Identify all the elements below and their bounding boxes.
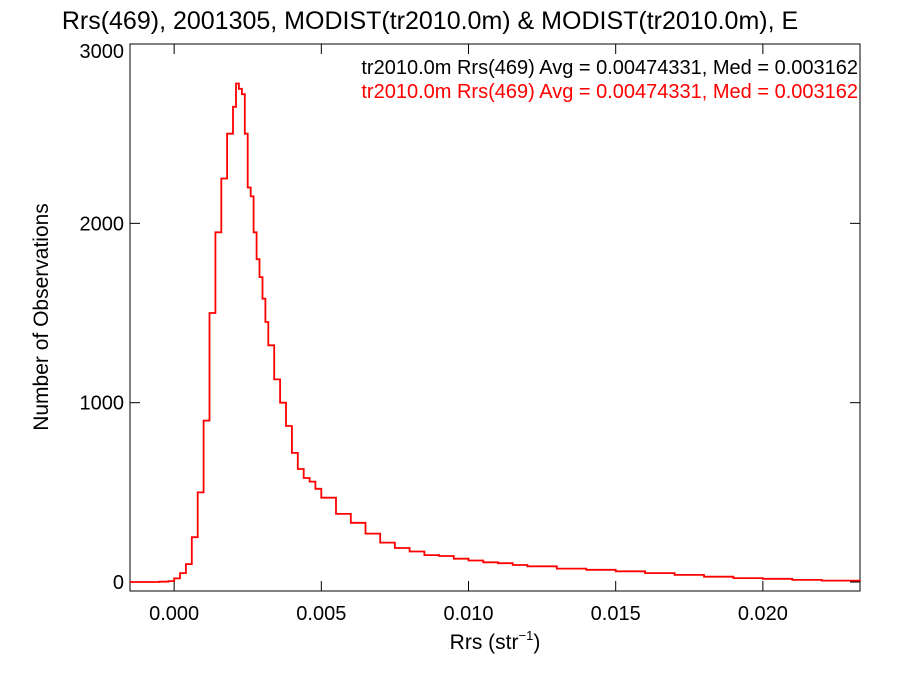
series-line-rrs469 [130,82,861,583]
y-axis-title: Number of Observations [30,203,53,431]
x-tick-label: 0.000 [149,603,199,625]
x-tick-label: 0.020 [738,603,788,625]
y-tick-label: 2000 [80,213,125,235]
y-tick-label: 1000 [80,393,125,415]
x-axis-ticks: 0.000 0.005 0.010 0.015 0.020 [149,44,788,625]
plot-frame [129,43,861,592]
x-tick-label: 0.015 [591,603,641,625]
x-axis-title-superscript: −1 [519,628,534,643]
x-tick-label: 0.010 [443,603,493,625]
x-axis-title-end: ) [533,631,540,654]
y-tick-label: 3000 [80,41,125,63]
legend-entry-red: tr2010.0m Rrs(469) Avg = 0.00474331, Med… [361,81,858,103]
x-axis-title-main: Rrs (str [450,631,519,654]
y-tick-label: 0 [113,572,124,594]
legend-entry-black: tr2010.0m Rrs(469) Avg = 0.00474331, Med… [361,57,858,79]
x-axis-title: Rrs (str−1) [450,628,541,654]
y-axis-ticks: 0 1000 2000 3000 [80,41,860,594]
x-tick-label: 0.005 [296,603,346,625]
chart-title: Rrs(469), 2001305, MODIST(tr2010.0m) & M… [62,7,798,35]
